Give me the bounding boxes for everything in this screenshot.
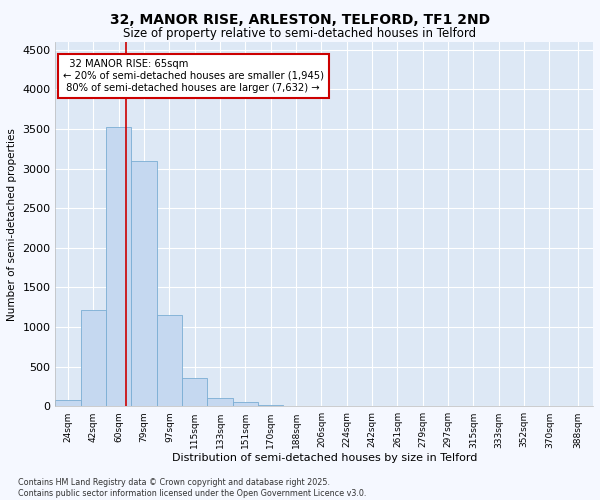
Bar <box>182 378 208 406</box>
Bar <box>157 315 182 406</box>
Bar <box>208 398 233 406</box>
Text: Size of property relative to semi-detached houses in Telford: Size of property relative to semi-detach… <box>124 28 476 40</box>
Bar <box>55 400 81 406</box>
Bar <box>233 402 258 406</box>
Text: 32, MANOR RISE, ARLESTON, TELFORD, TF1 2ND: 32, MANOR RISE, ARLESTON, TELFORD, TF1 2… <box>110 12 490 26</box>
X-axis label: Distribution of semi-detached houses by size in Telford: Distribution of semi-detached houses by … <box>172 453 477 463</box>
Bar <box>81 310 106 406</box>
Bar <box>131 160 157 406</box>
Y-axis label: Number of semi-detached properties: Number of semi-detached properties <box>7 128 17 320</box>
Bar <box>106 128 131 406</box>
Text: 32 MANOR RISE: 65sqm
← 20% of semi-detached houses are smaller (1,945)
 80% of s: 32 MANOR RISE: 65sqm ← 20% of semi-detac… <box>62 60 323 92</box>
Text: Contains HM Land Registry data © Crown copyright and database right 2025.
Contai: Contains HM Land Registry data © Crown c… <box>18 478 367 498</box>
Bar <box>258 404 283 406</box>
